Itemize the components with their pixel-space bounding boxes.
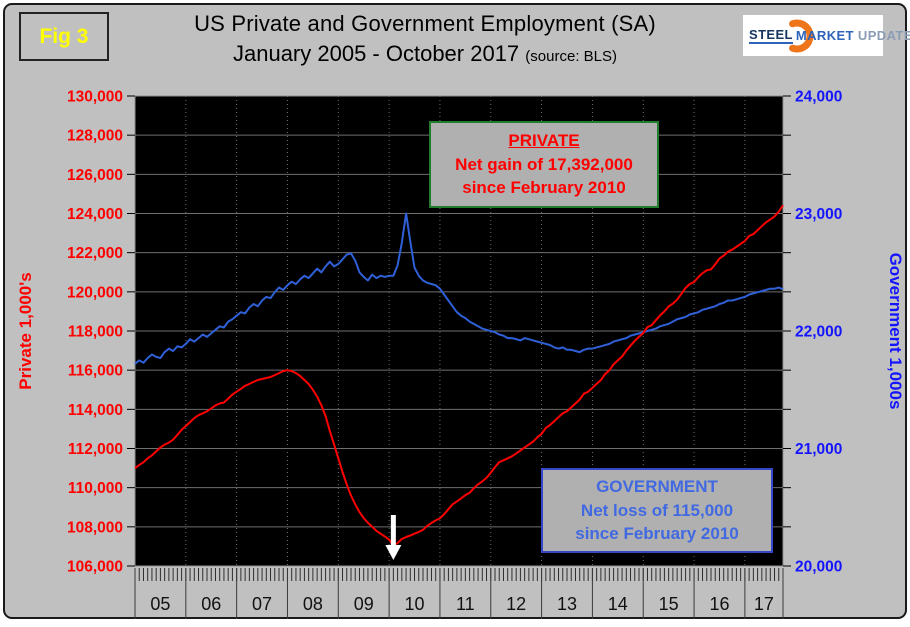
left-tick-label: 116,000: [68, 363, 123, 380]
year-label: 07: [252, 594, 272, 614]
right-tick-label: 21,000: [795, 441, 842, 458]
series-private-line: [134, 204, 784, 547]
year-label: 12: [506, 594, 526, 614]
private-annotation-line3: since February 2010: [462, 178, 626, 198]
logo-word-steel: STEEL: [749, 27, 793, 44]
left-axis-tick-labels: 130,000 128,000 126,000 124,000 122,000 120,0…: [67, 89, 123, 576]
left-tick-label: 112,000: [68, 441, 123, 458]
right-tick-label: 23,000: [795, 206, 842, 223]
year-label: 16: [709, 594, 729, 614]
chart-titles: US Private and Government Employment (SA…: [115, 11, 735, 67]
x-axis-year-dividers: [134, 568, 784, 619]
axis-ticks: [127, 95, 791, 567]
chart-source-note: (source: BLS): [525, 48, 617, 65]
year-label: 11: [456, 594, 475, 614]
left-tick-label: 128,000: [67, 128, 123, 145]
right-tick-label: 24,000: [795, 89, 842, 106]
year-label: 08: [303, 594, 323, 614]
chart-title: US Private and Government Employment (SA…: [194, 11, 656, 36]
government-annotation-title: GOVERNMENT: [596, 476, 718, 496]
year-label: 17: [754, 594, 774, 614]
year-label: 09: [354, 594, 374, 614]
year-label: 14: [608, 594, 628, 614]
steel-market-update-logo: STEEL MARKET UPDATE: [743, 15, 910, 56]
left-tick-label: 108,000: [67, 519, 123, 536]
left-tick-label: 118,000: [68, 324, 123, 341]
figure-badge: Fig 3: [19, 12, 109, 61]
chart-subtitle: January 2005 - October 2017 (source: BLS…: [115, 41, 735, 67]
right-tick-label: 22,000: [795, 324, 842, 341]
government-annotation-line3: since February 2010: [575, 524, 739, 544]
private-annotation-line2: Net gain of 17,392,000: [455, 154, 633, 174]
figure-badge-label: Fig 3: [39, 24, 89, 48]
year-label: 10: [405, 594, 425, 614]
logo-word-update: UPDATE: [857, 28, 910, 43]
trough-arrow: [385, 515, 402, 560]
logo-crescent-icon: [789, 19, 814, 53]
left-tick-label: 110,000: [68, 480, 123, 497]
left-tick-label: 126,000: [67, 167, 123, 184]
x-axis-year-labels: 05 06 07 08 09 10 11 12 13 14 15 16 17: [150, 594, 774, 614]
left-tick-label: 106,000: [67, 559, 123, 576]
right-axis-tick-labels: 24,000 23,000 22,000 21,000 20,000: [795, 89, 842, 576]
left-tick-label: 120,000: [67, 284, 123, 301]
private-annotation-title: PRIVATE: [508, 130, 580, 150]
year-label: 13: [557, 594, 577, 614]
private-annotation-box: PRIVATE Net gain of 17,392,000 since Feb…: [429, 121, 659, 208]
government-annotation-box: GOVERNMENT Net loss of 115,000 since Feb…: [541, 468, 773, 553]
left-tick-label: 124,000: [67, 206, 123, 223]
government-annotation-line2: Net loss of 115,000: [580, 500, 734, 520]
left-tick-label: 114,000: [68, 402, 123, 419]
right-tick-label: 20,000: [795, 559, 842, 576]
series-government-line: [134, 212, 784, 365]
left-tick-label: 130,000: [67, 89, 123, 106]
chart-panel: Fig 3 US Private and Government Employme…: [3, 3, 910, 619]
plot-canvas: 130,000 128,000 126,000 124,000 122,000 120,0…: [67, 89, 842, 619]
logo-word-market: MARKET: [795, 28, 854, 43]
chart-subtitle-dates: January 2005 - October 2017: [232, 41, 520, 66]
year-label: 06: [201, 594, 221, 614]
x-axis-month-ticks: [134, 568, 784, 581]
left-tick-label: 122,000: [67, 245, 123, 262]
year-label: 05: [150, 594, 170, 614]
year-label: 15: [659, 594, 679, 614]
